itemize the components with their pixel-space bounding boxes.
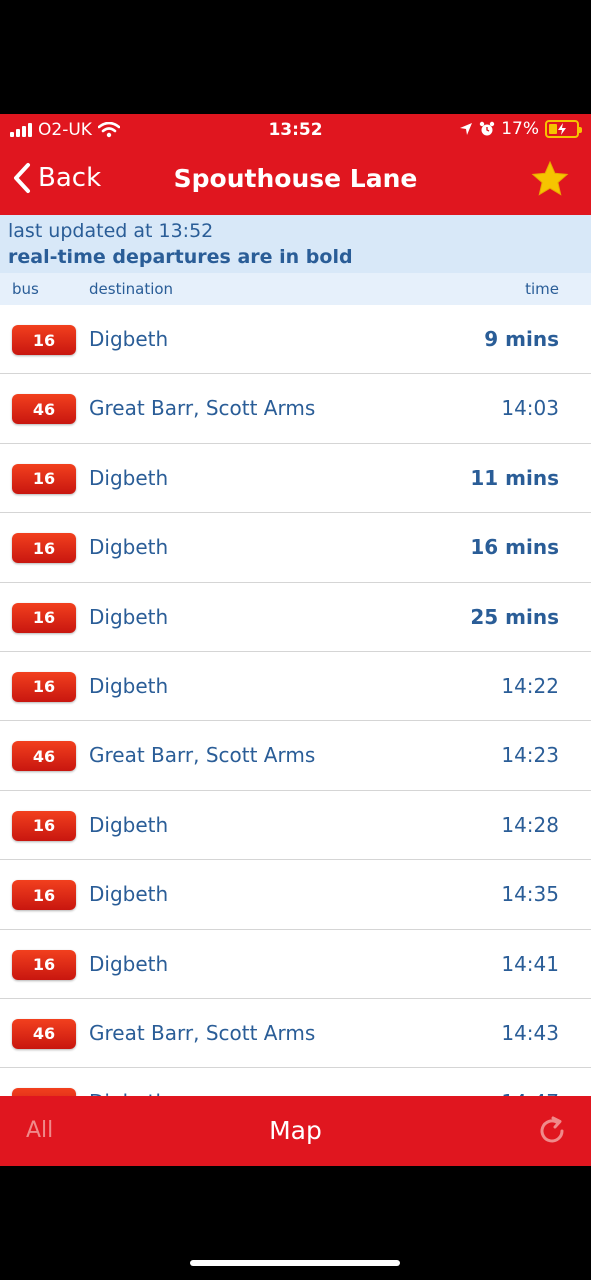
departure-time: 14:47 (501, 1090, 559, 1096)
departure-row[interactable]: 46 Great Barr, Scott Arms 14:03 (0, 374, 591, 444)
route-badge: 46 (12, 741, 76, 772)
route-badge: 16 (12, 671, 76, 702)
route-badge: 46 (12, 1018, 76, 1049)
column-header: bus destination time (0, 273, 591, 305)
departure-list: 16 Digbeth 9 mins 46 Great Barr, Scott Arms 1… (0, 305, 591, 1096)
departure-row[interactable]: 46 Great Barr, Scott Arms 14:43 (0, 999, 591, 1069)
departure-time: 14:41 (501, 951, 559, 976)
destination-text: Digbeth (89, 951, 169, 976)
destination-text: Digbeth (89, 327, 169, 351)
destination-text: Digbeth (89, 465, 169, 490)
bottom-toolbar: All Map (0, 1096, 591, 1166)
destination-text: Digbeth (89, 882, 169, 907)
battery-percent: 17% (501, 119, 539, 139)
battery-icon (545, 120, 582, 138)
status-right: 17% (459, 119, 582, 139)
departure-time: 14:35 (501, 882, 559, 907)
departure-row[interactable]: 16 Digbeth 14:22 (0, 652, 591, 722)
route-badge: 46 (12, 394, 76, 425)
route-badge: 16 (12, 533, 76, 564)
departure-row[interactable]: 16 Digbeth 16 mins (0, 513, 591, 583)
departure-time: 14:22 (501, 673, 559, 698)
departure-time: 16 mins (470, 535, 559, 560)
column-bus: bus (12, 280, 39, 298)
destination-text: Digbeth (89, 673, 169, 698)
carrier-label: O2-UK (38, 120, 92, 140)
status-bar: O2-UK 13:52 17% (0, 114, 591, 146)
page-title: Spouthouse Lane (173, 164, 418, 193)
departure-row[interactable]: 16 Digbeth 25 mins (0, 583, 591, 652)
realtime-note: real-time departures are in bold (8, 246, 353, 268)
departure-row[interactable]: 16 Digbeth 14:35 (0, 860, 591, 930)
nav-bar: Back Spouthouse Lane (0, 146, 591, 215)
departure-row[interactable]: 46 Great Barr, Scott Arms 14:23 (0, 721, 591, 791)
back-label: Back (38, 163, 102, 193)
route-badge: 16 (12, 1088, 76, 1096)
destination-text: Digbeth (89, 1090, 168, 1096)
all-button[interactable]: All (26, 1118, 54, 1143)
route-badge: 16 (12, 463, 76, 494)
departure-time: 9 mins (484, 327, 559, 351)
map-button[interactable]: Map (269, 1116, 322, 1145)
departure-time: 14:43 (501, 1020, 559, 1045)
departure-row[interactable]: 16 Digbeth 14:47 (0, 1068, 591, 1096)
status-time: 13:52 (268, 120, 323, 140)
destination-text: Great Barr, Scott Arms (89, 396, 316, 421)
column-destination: destination (89, 280, 174, 298)
route-badge: 16 (12, 810, 76, 841)
home-indicator[interactable] (190, 1260, 400, 1266)
destination-text: Great Barr, Scott Arms (89, 1020, 316, 1045)
route-badge: 16 (12, 325, 76, 355)
destination-text: Digbeth (89, 535, 169, 560)
chevron-left-icon (14, 163, 30, 193)
departure-time: 14:03 (501, 396, 559, 421)
location-arrow-icon (460, 123, 473, 135)
status-left: O2-UK (10, 120, 120, 140)
route-badge: 16 (12, 949, 76, 980)
back-button[interactable]: Back (12, 162, 101, 194)
alarm-icon (480, 121, 495, 136)
route-badge: 16 (12, 880, 76, 911)
column-time: time (525, 280, 559, 298)
wifi-icon (97, 122, 120, 138)
departure-time: 11 mins (470, 465, 559, 490)
departure-row[interactable]: 16 Digbeth 11 mins (0, 444, 591, 514)
destination-text: Great Barr, Scott Arms (89, 743, 316, 768)
departure-row[interactable]: 16 Digbeth 14:28 (0, 791, 591, 861)
route-badge: 16 (12, 602, 76, 633)
info-banner: last updated at 13:52 real-time departur… (0, 215, 591, 273)
refresh-icon[interactable] (535, 1114, 569, 1148)
top-bezel (0, 0, 591, 114)
departure-time: 25 mins (470, 604, 559, 629)
destination-text: Digbeth (89, 812, 169, 837)
departure-time: 14:28 (501, 812, 559, 837)
star-icon[interactable] (531, 160, 569, 198)
destination-text: Digbeth (89, 604, 169, 629)
departure-time: 14:23 (501, 743, 559, 768)
departure-row[interactable]: 16 Digbeth 9 mins (0, 305, 591, 375)
last-updated-text: last updated at 13:52 (8, 220, 214, 242)
signal-icon (10, 123, 32, 137)
departure-row[interactable]: 16 Digbeth 14:41 (0, 930, 591, 999)
